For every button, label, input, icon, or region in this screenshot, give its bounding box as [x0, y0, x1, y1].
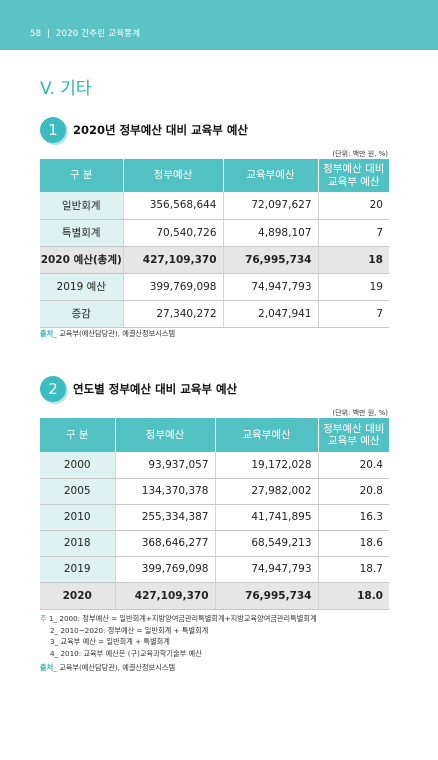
note-line: 4_ 2010: 교육부 예산은 (구)교육과학기술부 예산: [40, 648, 317, 660]
cell-ratio: 7: [317, 300, 389, 328]
row-label: 증감: [40, 300, 123, 328]
col-header-moe-budget: 교육부예산: [215, 418, 319, 452]
cell-moe-budget: 76,995,734: [222, 246, 318, 274]
section-1-number: 1: [40, 117, 66, 143]
table-row: 2000 93,937,057 19,172,028 20.4: [40, 452, 389, 479]
cell-gov-budget: 399,769,098: [122, 273, 223, 301]
col-header-ratio-line2: 교육부 예산: [327, 435, 380, 447]
chapter-title: V. 기타: [40, 79, 92, 99]
cell-moe-budget: 41,741,895: [214, 504, 318, 531]
cell-ratio: 18: [317, 246, 389, 274]
cell-ratio: 20.8: [317, 478, 389, 505]
table-row-total: 2020 예산(총계) 427,109,370 76,995,734 18: [40, 246, 389, 274]
table-header-row: 구 분 정부예산 교육부예산 정부예산 대비 교육부 예산: [40, 159, 389, 192]
section-2-title: 연도별 정부예산 대비 교육부 예산: [73, 382, 238, 396]
note-text: 3_ 교육부 예산 = 일반회계 + 특별회계: [50, 637, 170, 646]
note-text: 4_ 2010: 교육부 예산은 (구)교육과학기술부 예산: [50, 648, 202, 658]
cell-ratio: 18.7: [317, 556, 389, 583]
source-text: 교육부(예산담당관), 예결산정보시스템: [59, 329, 176, 338]
table-row: 2018 368,646,277 68,549,213 18.6: [40, 530, 389, 557]
section-1-source: 출처_ 교육부(예산담당관), 예결산정보시스템: [40, 329, 175, 339]
col-header-ratio-line1: 정부예산 대비: [323, 422, 385, 435]
cell-moe-budget: 76,995,734: [214, 582, 318, 610]
note-text: 2_ 2010~2020: 정부예산 = 일반회계 + 특별회계: [50, 625, 209, 635]
table-row: 특별회계 70,540,726 4,898,107 7: [40, 219, 389, 247]
col-header-category: 구 분: [40, 418, 116, 452]
col-header-gov-budget: 정부예산: [115, 418, 216, 452]
cell-ratio: 20: [317, 192, 389, 220]
header-title: 2020 간추린 교육통계: [55, 29, 141, 39]
cell-gov-budget: 356,568,644: [122, 192, 223, 220]
cell-moe-budget: 19,172,028: [214, 452, 318, 479]
section-1-unit: (단위: 백만 원, %): [332, 150, 388, 158]
section-2-unit: (단위: 백만 원, %): [332, 409, 388, 417]
cell-ratio: 18.0: [317, 582, 389, 610]
cell-moe-budget: 74,947,793: [214, 556, 318, 583]
col-header-category: 구 분: [40, 159, 124, 192]
row-label: 2010: [40, 504, 115, 531]
cell-gov-budget: 399,769,098: [114, 556, 215, 583]
header-separator: |: [47, 29, 51, 39]
table-row: 일반회계 356,568,644 72,097,627 20: [40, 192, 389, 220]
header-bar: 58 | 2020 간추린 교육통계: [0, 0, 438, 50]
table-row-total: 2020 427,109,370 76,995,734 18.0: [40, 582, 389, 610]
cell-ratio: 18.6: [317, 530, 389, 557]
note-line: 3_ 교육부 예산 = 일반회계 + 특별회계: [40, 636, 317, 648]
source-label: 출처_: [40, 663, 57, 672]
cell-ratio: 20.4: [317, 452, 389, 479]
budget-table-yearly: 구 분 정부예산 교육부예산 정부예산 대비 교육부 예산 2000 93,937…: [40, 418, 389, 610]
cell-gov-budget: 134,370,378: [114, 478, 215, 505]
cell-moe-budget: 72,097,627: [222, 192, 318, 220]
cell-ratio: 19: [317, 273, 389, 301]
cell-gov-budget: 70,540,726: [122, 219, 223, 247]
cell-moe-budget: 74,947,793: [222, 273, 318, 301]
col-header-moe-budget: 교육부예산: [223, 159, 319, 192]
row-label: 특별회계: [40, 219, 123, 247]
row-label: 2019: [40, 556, 115, 583]
cell-gov-budget: 93,937,057: [114, 452, 215, 479]
section-2-source: 출처_ 교육부(예산담당관), 예결산정보시스템: [40, 663, 175, 673]
header-text: 58 | 2020 간추린 교육통계: [30, 27, 140, 39]
row-label: 일반회계: [40, 192, 123, 220]
section-2-number: 2: [40, 376, 66, 402]
table-row: 2005 134,370,378 27,982,002 20.8: [40, 478, 389, 505]
row-label: 2000: [40, 452, 115, 479]
budget-table-2020: 구 분 정부예산 교육부예산 정부예산 대비 교육부 예산 일반회계 356,56…: [40, 159, 389, 328]
note-line: 주 1_ 2000: 정부예산 = 일반회계+지방양여금관리특별회계+지방교육양…: [40, 613, 317, 625]
cell-gov-budget: 27,340,272: [122, 300, 223, 328]
notes-label: 주: [40, 614, 47, 623]
table-row: 2010 255,334,387 41,741,895 16.3: [40, 504, 389, 531]
cell-gov-budget: 427,109,370: [122, 246, 223, 274]
table-header-row: 구 분 정부예산 교육부예산 정부예산 대비 교육부 예산: [40, 418, 389, 452]
table-row: 2019 예산 399,769,098 74,947,793 19: [40, 273, 389, 301]
col-header-ratio-line1: 정부예산 대비: [323, 163, 385, 176]
section-1-title: 2020년 정부예산 대비 교육부 예산: [73, 123, 248, 137]
cell-gov-budget: 255,334,387: [114, 504, 215, 531]
cell-moe-budget: 2,047,941: [222, 300, 318, 328]
note-text: 1_ 2000: 정부예산 = 일반회계+지방양여금관리특별회계+지방교육양여금…: [48, 614, 317, 623]
source-label: 출처_: [40, 329, 57, 338]
col-header-gov-budget: 정부예산: [123, 159, 224, 192]
table-row: 증감 27,340,272 2,047,941 7: [40, 300, 389, 328]
section-2-notes: 주 1_ 2000: 정부예산 = 일반회계+지방양여금관리특별회계+지방교육양…: [40, 613, 317, 659]
cell-moe-budget: 27,982,002: [214, 478, 318, 505]
cell-ratio: 7: [317, 219, 389, 247]
note-line: 2_ 2010~2020: 정부예산 = 일반회계 + 특별회계: [40, 625, 317, 637]
cell-gov-budget: 427,109,370: [114, 582, 215, 610]
row-label: 2020 예산(총계): [40, 246, 123, 274]
cell-ratio: 16.3: [317, 504, 389, 531]
source-text: 교육부(예산담당관), 예결산정보시스템: [59, 663, 176, 672]
table-row: 2019 399,769,098 74,947,793 18.7: [40, 556, 389, 583]
cell-moe-budget: 4,898,107: [222, 219, 318, 247]
row-label: 2020: [40, 582, 115, 610]
col-header-ratio: 정부예산 대비 교육부 예산: [318, 159, 389, 192]
cell-gov-budget: 368,646,277: [114, 530, 215, 557]
row-label: 2018: [40, 530, 115, 557]
page-number: 58: [30, 29, 42, 39]
row-label: 2005: [40, 478, 115, 505]
col-header-ratio: 정부예산 대비 교육부 예산: [318, 418, 389, 452]
cell-moe-budget: 68,549,213: [214, 530, 318, 557]
row-label: 2019 예산: [40, 273, 123, 301]
col-header-ratio-line2: 교육부 예산: [327, 175, 380, 188]
